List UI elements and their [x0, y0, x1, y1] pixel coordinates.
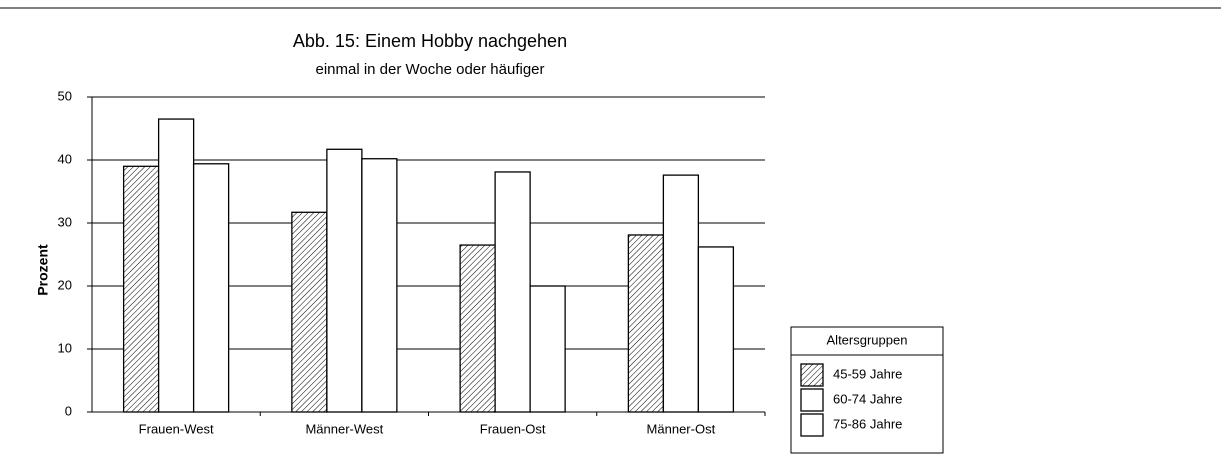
- bar: [361, 158, 398, 413]
- legend-swatch: [800, 388, 824, 412]
- bar: [529, 285, 566, 413]
- bar: [697, 246, 735, 413]
- bar: [459, 244, 496, 413]
- legend-title-box: [790, 326, 944, 356]
- bar: [192, 163, 230, 413]
- x-tick-label: Männer-Ost: [647, 421, 716, 436]
- y-axis-label: Prozent: [35, 244, 51, 296]
- y-tick-label: 0: [65, 403, 72, 418]
- bar: [494, 171, 531, 413]
- chart-title: Abb. 15: Einem Hobby nachgehen: [293, 31, 567, 51]
- y-tick-label: 30: [58, 214, 72, 229]
- legend-swatch: [800, 413, 824, 437]
- bar: [122, 165, 160, 413]
- y-tick-label: 40: [58, 151, 72, 166]
- bar: [326, 148, 363, 413]
- x-tick-label: Frauen-West: [139, 421, 214, 436]
- legend-title: Altersgruppen: [827, 332, 908, 347]
- y-tick-label: 10: [58, 340, 72, 355]
- legend-label: 75-86 Jahre: [833, 416, 902, 431]
- y-tick-label: 50: [58, 88, 72, 103]
- bar: [157, 118, 195, 413]
- y-tick-label: 20: [58, 277, 72, 292]
- legend-swatch: [800, 363, 824, 387]
- legend-label: 60-74 Jahre: [833, 391, 902, 406]
- legend-label: 45-59 Jahre: [833, 366, 902, 381]
- x-tick-label: Männer-West: [305, 421, 383, 436]
- bar: [627, 234, 665, 413]
- chart-subtitle: einmal in der Woche oder häufiger: [315, 61, 544, 78]
- bar: [662, 174, 700, 413]
- bar: [291, 211, 328, 413]
- x-tick-label: Frauen-Ost: [480, 421, 546, 436]
